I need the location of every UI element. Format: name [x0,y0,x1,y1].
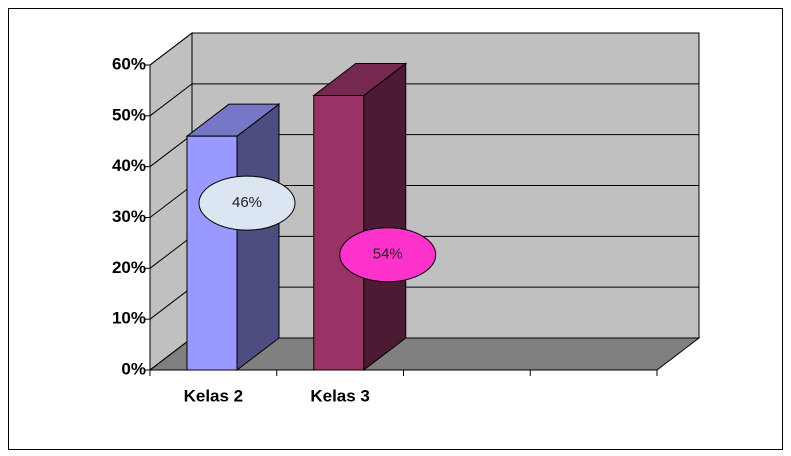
y-tick-label: 30% [112,207,146,226]
x-tick-label: Kelas 2 [184,386,244,405]
x-tick-label: Kelas 3 [310,386,370,405]
grid-line [149,83,699,117]
grid-line [149,32,699,66]
bar-side [363,62,407,372]
bar-side [236,103,280,372]
y-tick-label: 10% [112,309,146,328]
y-tick-label: 50% [112,105,146,124]
value-label: 54% [373,246,403,263]
y-tick-label: 60% [112,54,146,73]
value-label-bubble [198,175,296,231]
value-label-bubble [339,227,437,283]
bar [313,95,365,371]
value-label: 46% [232,194,262,211]
bar [186,135,238,371]
y-tick-label: 40% [112,156,146,175]
y-tick-label: 20% [112,258,146,277]
y-tick-label: 0% [121,359,146,378]
